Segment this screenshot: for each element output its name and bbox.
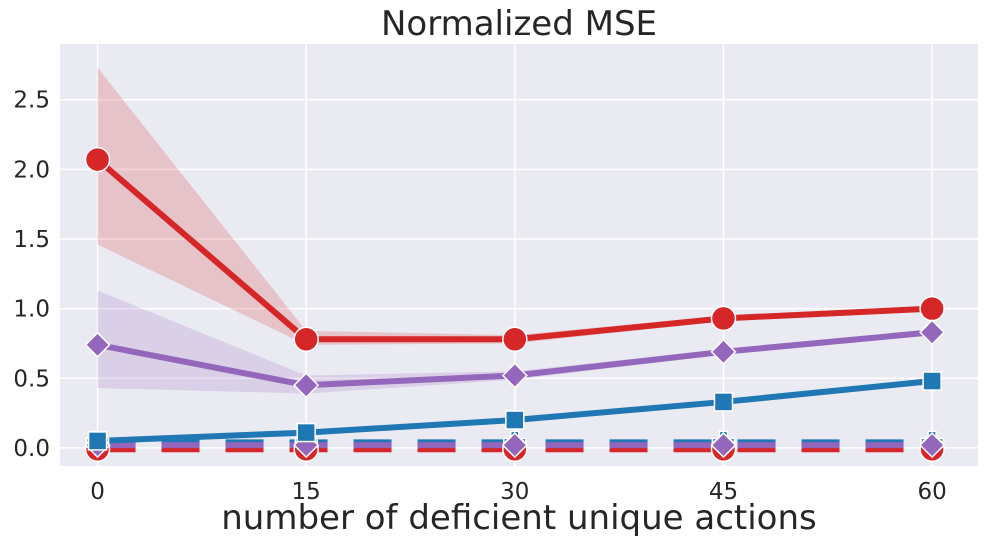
marker-diamond bbox=[501, 432, 528, 459]
marker-diamond bbox=[710, 432, 737, 459]
x-tick-label: 45 bbox=[709, 479, 738, 505]
y-tick-label: 2.5 bbox=[13, 88, 50, 114]
y-tick-label: 0.5 bbox=[13, 366, 50, 392]
y-tick-label: 0.0 bbox=[13, 436, 50, 462]
marker-diamond bbox=[919, 319, 946, 346]
marker-square bbox=[713, 392, 734, 412]
marker-square bbox=[296, 422, 316, 443]
x-tick-label: 15 bbox=[292, 479, 321, 505]
marker-square bbox=[922, 371, 942, 391]
x-tick-label: 30 bbox=[500, 479, 529, 505]
x-tick-label: 60 bbox=[917, 479, 946, 505]
marker-diamond bbox=[710, 338, 737, 365]
marker-diamond bbox=[84, 331, 111, 358]
y-tick-label: 2.0 bbox=[13, 157, 50, 183]
marker-circle bbox=[293, 326, 319, 353]
y-tick-label: 1.5 bbox=[13, 227, 50, 253]
x-tick-labels: 0 15 30 45 60 bbox=[90, 479, 947, 505]
marker-diamond bbox=[919, 432, 946, 459]
marker-diamond bbox=[293, 372, 320, 399]
marker-circle bbox=[502, 326, 528, 353]
marker-circle bbox=[710, 305, 737, 332]
marker-square bbox=[87, 431, 108, 451]
x-axis-label: number of deficient unique actions bbox=[221, 498, 817, 538]
plot-area bbox=[60, 44, 978, 466]
marker-circle bbox=[919, 295, 945, 322]
y-tick-label: 1.0 bbox=[13, 297, 50, 323]
y-tick-labels: 0.0 0.5 1.0 1.5 2.0 2.5 bbox=[13, 88, 50, 462]
x-tick-label: 0 bbox=[90, 479, 105, 505]
series-markers bbox=[84, 146, 946, 463]
marker-circle bbox=[84, 146, 111, 173]
chart-title: Normalized MSE bbox=[380, 4, 658, 44]
grid bbox=[60, 44, 978, 466]
marker-square bbox=[505, 410, 525, 430]
marker-diamond bbox=[501, 362, 528, 389]
